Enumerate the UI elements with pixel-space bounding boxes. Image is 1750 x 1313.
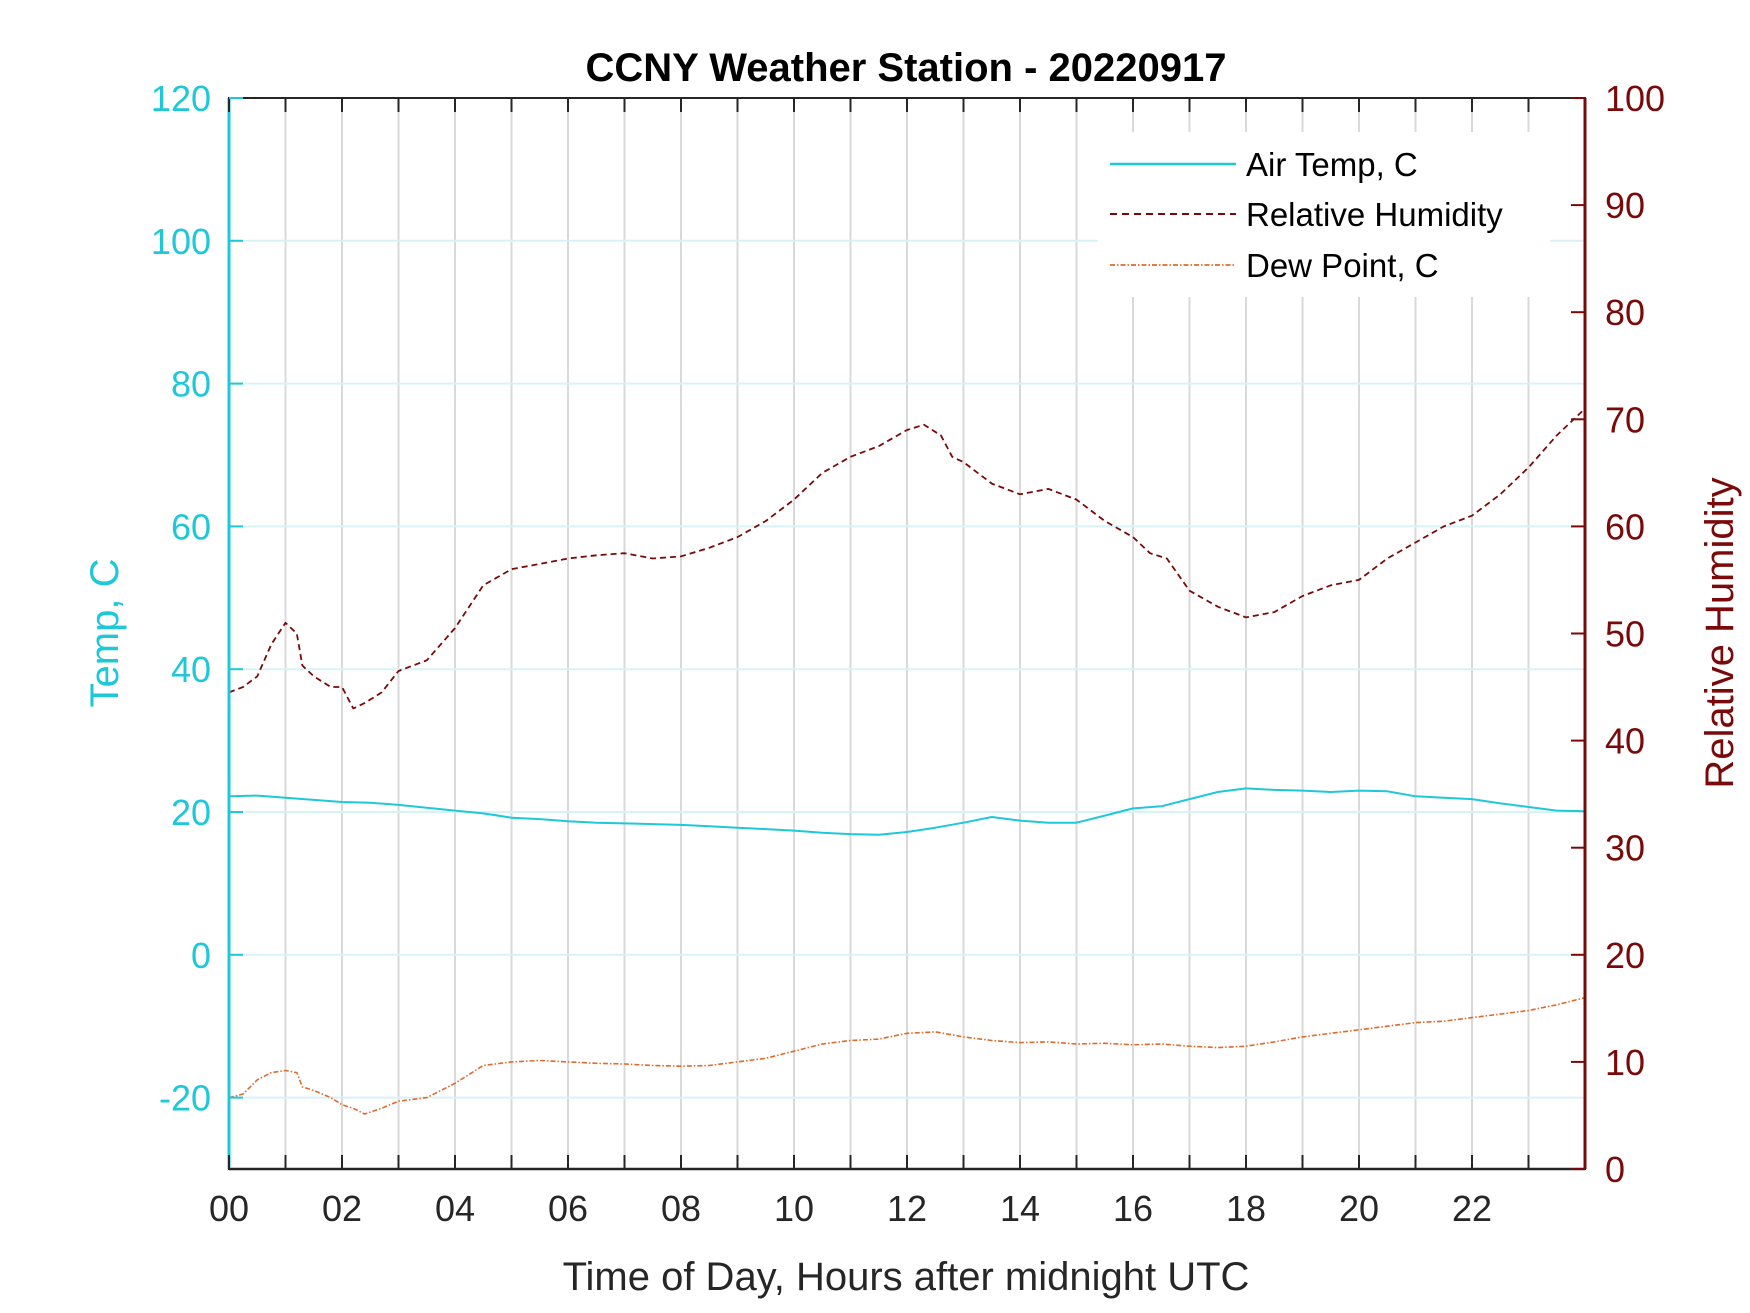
x-tick-label: 20 (1339, 1188, 1379, 1229)
series-layer (228, 407, 1586, 1115)
legend-label-dew-point: Dew Point, C (1246, 247, 1439, 284)
x-tick-label: 16 (1113, 1188, 1153, 1229)
x-tick-label: 12 (887, 1188, 927, 1229)
y-right-tick-label: 50 (1605, 614, 1645, 655)
x-tick-label: 02 (322, 1188, 362, 1229)
x-axis-label: Time of Day, Hours after midnight UTC (563, 1255, 1250, 1299)
y-left-tick-label: 80 (171, 364, 211, 405)
y-left-tick-label: 120 (151, 78, 211, 119)
y-right-tick-label: 40 (1605, 721, 1645, 762)
x-tick-label: 00 (209, 1188, 249, 1229)
x-tick-label: 10 (774, 1188, 814, 1229)
x-tick-label: 08 (661, 1188, 701, 1229)
y-right-tick-label: 0 (1605, 1149, 1625, 1190)
x-tick-label: 06 (548, 1188, 588, 1229)
series-line-dew-point (228, 996, 1586, 1115)
y-left-tick-label: 100 (151, 221, 211, 262)
y-right-tick-label: 100 (1605, 78, 1665, 119)
y-right-tick-label: 60 (1605, 506, 1645, 547)
y-right-tick-label: 10 (1605, 1042, 1645, 1083)
x-tick-label: 18 (1226, 1188, 1266, 1229)
y-left-tick-label: 20 (171, 792, 211, 833)
legend-label-air-temp: Air Temp, C (1246, 146, 1418, 183)
y-axis-left-label: Temp, C (83, 559, 127, 708)
legend-label-humidity: Relative Humidity (1246, 196, 1503, 233)
x-tick-label: 04 (435, 1188, 475, 1229)
legend: Air Temp, C Relative Humidity Dew Point,… (1098, 132, 1550, 297)
axes: 00 02 04 06 08 10 12 14 16 18 20 22-200204060801001… (151, 78, 1665, 1229)
y-left-tick-label: 40 (171, 649, 211, 690)
y-axis-right-label: Relative Humidity (1698, 477, 1742, 788)
y-right-tick-label: 30 (1605, 828, 1645, 869)
y-right-tick-label: 20 (1605, 935, 1645, 976)
grid-lines (229, 98, 1585, 1169)
chart-title: CCNY Weather Station - 20220917 (586, 46, 1227, 90)
y-left-tick-label: -20 (159, 1078, 211, 1119)
y-left-tick-label: 60 (171, 506, 211, 547)
y-right-tick-label: 90 (1605, 185, 1645, 226)
series-line-humidity (228, 407, 1586, 710)
y-right-tick-label: 80 (1605, 292, 1645, 333)
y-right-tick-label: 70 (1605, 399, 1645, 440)
y-left-tick-label: 0 (191, 935, 211, 976)
x-tick-label: 22 (1452, 1188, 1492, 1229)
x-tick-label: 14 (1000, 1188, 1040, 1229)
series-line-air-temp (228, 787, 1586, 836)
